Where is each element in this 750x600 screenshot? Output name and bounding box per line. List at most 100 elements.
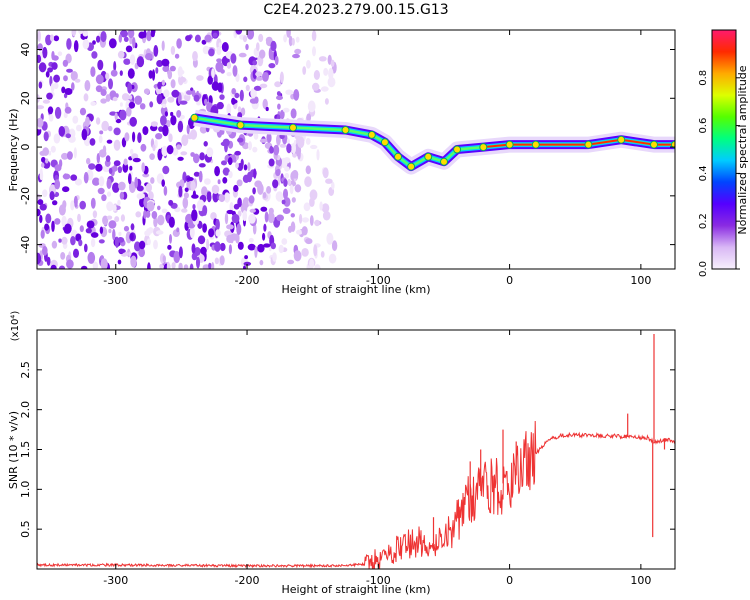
heatmap-cell xyxy=(279,71,284,84)
heatmap-cell xyxy=(266,186,272,194)
heatmap-cell xyxy=(129,181,136,194)
heatmap-ytick-label: 40 xyxy=(19,43,32,57)
ridge-line xyxy=(190,109,675,175)
heatmap-cell xyxy=(204,98,208,106)
heatmap-cell xyxy=(309,258,315,269)
heatmap-cell xyxy=(229,202,234,212)
heatmap-cell xyxy=(50,145,56,153)
heatmap-cell xyxy=(118,181,126,191)
heatmap-cell xyxy=(250,88,257,99)
heatmap-cell xyxy=(153,239,158,250)
heatmap-xtick-label: 100 xyxy=(630,274,651,287)
heatmap-cell xyxy=(252,68,257,80)
heatmap-cell xyxy=(216,58,223,63)
heatmap-cell xyxy=(163,89,170,98)
heatmap-cell xyxy=(264,211,269,223)
heatmap-cell xyxy=(42,189,48,198)
heatmap-cell xyxy=(167,244,172,250)
heatmap-cell xyxy=(152,144,156,152)
heatmap-cell xyxy=(117,259,122,265)
heatmap-cell xyxy=(134,95,143,105)
heatmap-cell xyxy=(206,238,210,251)
heatmap-cell xyxy=(113,127,121,136)
heatmap-cell xyxy=(248,141,252,151)
heatmap-cell xyxy=(46,256,51,266)
heatmap-cell xyxy=(259,138,268,143)
heatmap-cell xyxy=(37,199,44,206)
heatmap-cell xyxy=(136,56,145,68)
heatmap-cell xyxy=(161,179,165,187)
heatmap-cell xyxy=(296,229,303,235)
heatmap-cell xyxy=(254,180,263,188)
heatmap-cell xyxy=(95,117,101,125)
heatmap-cell xyxy=(196,101,201,106)
heatmap-cell xyxy=(87,251,96,264)
heatmap-cell xyxy=(226,209,234,215)
heatmap-cell xyxy=(243,76,248,83)
heatmap-cell xyxy=(196,75,204,81)
heatmap-cell xyxy=(211,81,220,91)
heatmap-cell xyxy=(100,30,107,43)
snr-panel: -300 -200 -100 0 100 0.5 1.0 1.5 2.0 2.5 Height o… xyxy=(7,311,676,596)
heatmap-cell xyxy=(53,133,61,144)
heatmap-cell xyxy=(212,190,219,203)
heatmap-cell xyxy=(186,124,190,135)
heatmap-cell xyxy=(168,133,173,143)
heatmap-cell xyxy=(92,40,96,45)
heatmap-cell xyxy=(177,66,183,78)
heatmap-cell xyxy=(293,89,300,101)
heatmap-cell xyxy=(211,262,215,269)
ridge-point xyxy=(341,126,350,134)
heatmap-cell xyxy=(313,70,320,80)
heatmap-cell xyxy=(129,116,137,127)
heatmap-cell xyxy=(66,38,72,50)
heatmap-cell xyxy=(140,143,147,152)
heatmap-cell xyxy=(279,143,287,148)
colorbar-scale xyxy=(711,29,737,270)
heatmap-cell xyxy=(191,243,196,254)
heatmap-cell xyxy=(224,212,229,225)
heatmap-cell xyxy=(190,152,195,157)
heatmap-cell xyxy=(309,215,314,226)
heatmap-cell xyxy=(164,111,168,117)
heatmap-cell xyxy=(90,232,99,238)
heatmap-cell xyxy=(61,236,68,245)
heatmap-cell xyxy=(71,82,75,91)
heatmap-cell xyxy=(266,132,272,143)
heatmap-cell xyxy=(141,162,145,173)
heatmap-cell xyxy=(184,221,189,231)
colorbar-tick-label: 0.4 xyxy=(698,165,709,181)
heatmap-cell xyxy=(277,103,281,110)
heatmap-cell xyxy=(290,108,297,119)
heatmap-cell xyxy=(70,174,78,181)
heatmap-cell xyxy=(190,180,196,192)
heatmap-cell xyxy=(301,248,309,257)
heatmap-cell xyxy=(50,264,57,269)
heatmap-cell xyxy=(73,248,79,258)
heatmap-cell xyxy=(74,178,83,186)
heatmap-cell xyxy=(134,241,141,252)
heatmap-cell xyxy=(328,67,334,80)
heatmap-cell xyxy=(215,61,224,73)
heatmap-cell xyxy=(136,193,144,200)
heatmap-cell xyxy=(231,88,236,95)
heatmap-cell xyxy=(118,231,122,236)
heatmap-cell xyxy=(207,75,213,85)
heatmap-cell xyxy=(89,138,96,146)
heatmap-cell xyxy=(310,144,318,150)
heatmap-cell xyxy=(138,247,145,258)
heatmap-cell xyxy=(63,112,68,119)
heatmap-cell xyxy=(217,179,221,185)
heatmap-cell xyxy=(108,167,113,174)
heatmap-cell xyxy=(214,257,219,265)
heatmap-cell xyxy=(263,243,271,248)
heatmap-cell xyxy=(130,255,137,268)
heatmap-cell xyxy=(106,191,112,197)
snr-ytick-label: 0.5 xyxy=(19,520,32,538)
heatmap-cell xyxy=(193,94,200,102)
heatmap-cell xyxy=(115,118,122,124)
heatmap-cell xyxy=(39,171,44,181)
heatmap-cell xyxy=(37,105,45,110)
heatmap-cell xyxy=(285,89,294,95)
heatmap-cell xyxy=(98,135,103,144)
